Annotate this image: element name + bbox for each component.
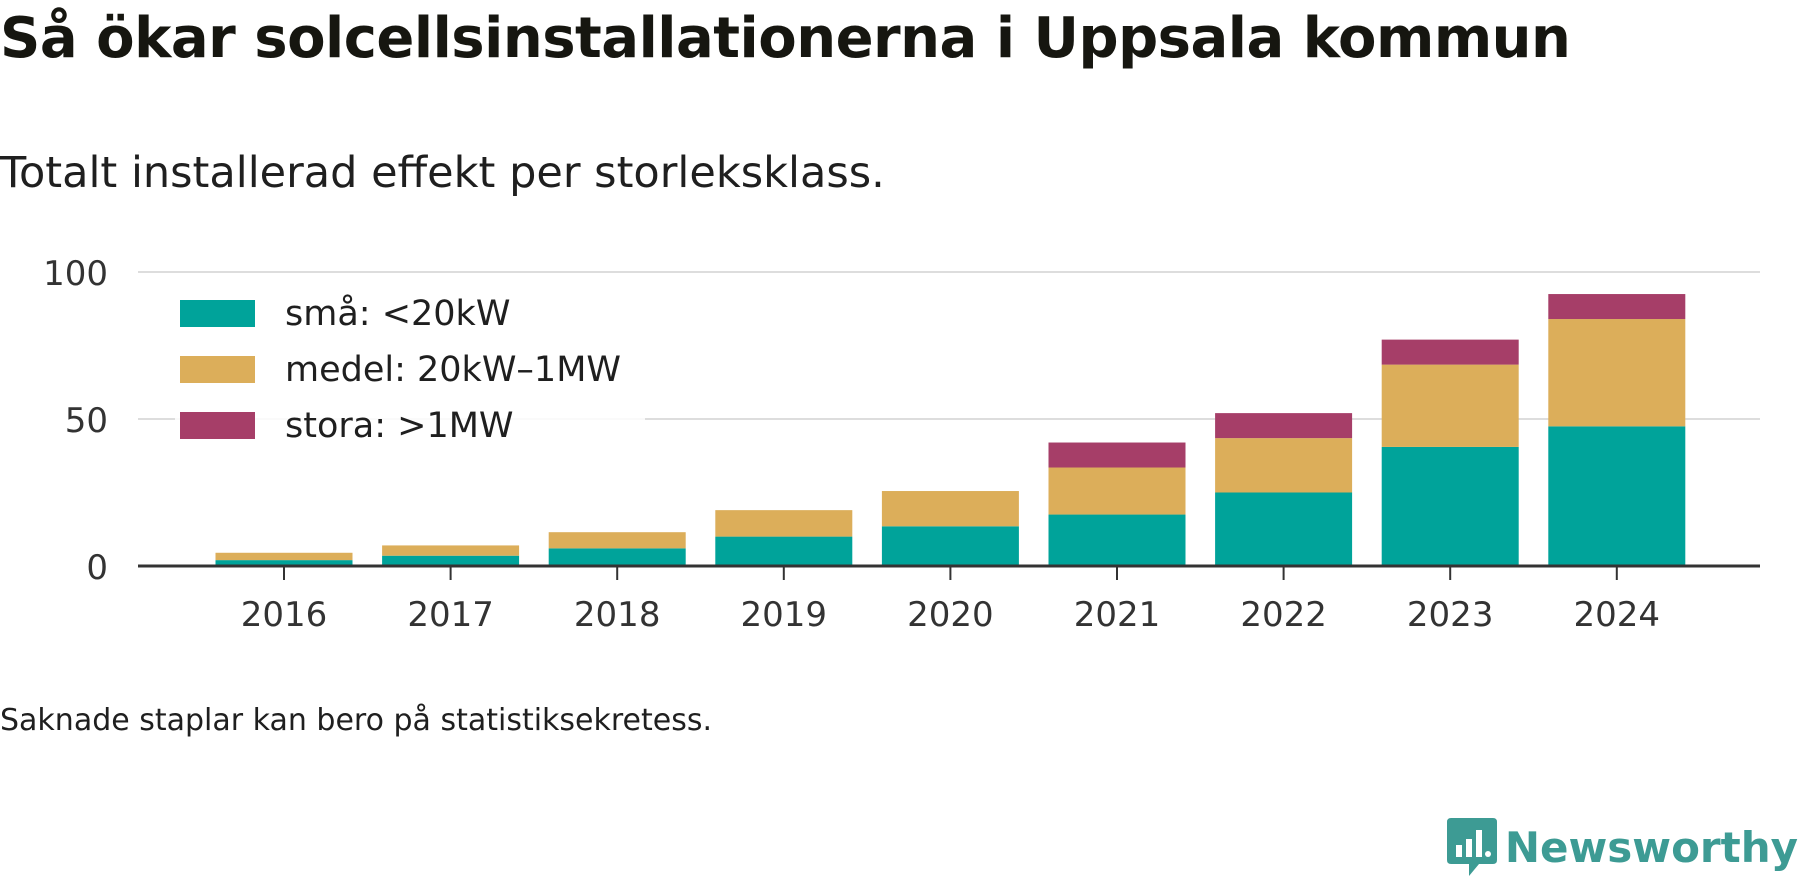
stacked-bar-chart: 0 50 100 2016 2017 2018 2019 2020 2021 2022 2023 20…	[43, 254, 1760, 635]
bar-segment	[715, 536, 853, 566]
bar-segment	[1548, 426, 1686, 566]
x-tick-label: 2023	[1407, 595, 1494, 635]
bar-segment	[1048, 442, 1186, 468]
chart-title: Så ökar solcellsinstallationerna i Uppsa…	[0, 6, 1571, 71]
legend-label: små: <20kW	[285, 293, 510, 334]
brand-logo: Newsworthy	[1446, 818, 1798, 876]
y-tick-label: 50	[65, 401, 108, 441]
axes: 0 50 100 2016 2017 2018 2019 2020 2021 2022 2023 20…	[43, 254, 1760, 635]
y-tick-label: 0	[86, 548, 108, 588]
bar-segment	[1215, 438, 1353, 493]
newsworthy-logo-icon	[1446, 818, 1497, 876]
x-tick-label: 2018	[574, 595, 661, 635]
y-tick-label: 100	[43, 254, 108, 294]
bar-segment	[215, 560, 353, 566]
x-tick-label: 2022	[1240, 595, 1327, 635]
bar-segment	[881, 491, 1019, 527]
bar-segment	[1048, 467, 1186, 515]
bar-segment	[1215, 492, 1353, 566]
bar-segment	[715, 510, 853, 537]
bar-segment	[1381, 339, 1519, 365]
bar-segment	[215, 552, 353, 561]
chart-subtitle: Totalt installerad effekt per storlekskl…	[0, 148, 885, 198]
bar-segment	[382, 545, 520, 556]
x-tick-label: 2021	[1074, 595, 1161, 635]
x-tick-label: 2019	[741, 595, 828, 635]
bar-segment	[1548, 294, 1686, 320]
bars	[215, 294, 1686, 566]
x-tick-label: 2016	[241, 595, 328, 635]
footnote: Saknade staplar kan bero på statistiksek…	[0, 703, 713, 738]
bar-segment	[1048, 514, 1186, 566]
bar-segment	[1215, 413, 1353, 439]
legend-swatch	[180, 300, 255, 327]
bar-segment	[1548, 319, 1686, 427]
bar-segment	[548, 548, 686, 566]
bar-segment	[382, 555, 520, 566]
legend-swatch	[180, 412, 255, 439]
legend-label: stora: >1MW	[285, 406, 514, 446]
brand-name: Newsworthy	[1504, 822, 1798, 872]
legend-swatch	[180, 356, 255, 383]
bar-segment	[1381, 446, 1519, 566]
legend: små: <20kW medel: 20kW–1MW stora: >1MW	[175, 288, 645, 446]
x-tick-label: 2020	[907, 595, 994, 635]
x-tick-label: 2024	[1574, 595, 1661, 635]
legend-label: medel: 20kW–1MW	[285, 350, 621, 390]
x-tick-label: 2017	[407, 595, 494, 635]
bar-segment	[881, 526, 1019, 566]
bar-segment	[548, 532, 686, 549]
bar-segment	[1381, 364, 1519, 447]
